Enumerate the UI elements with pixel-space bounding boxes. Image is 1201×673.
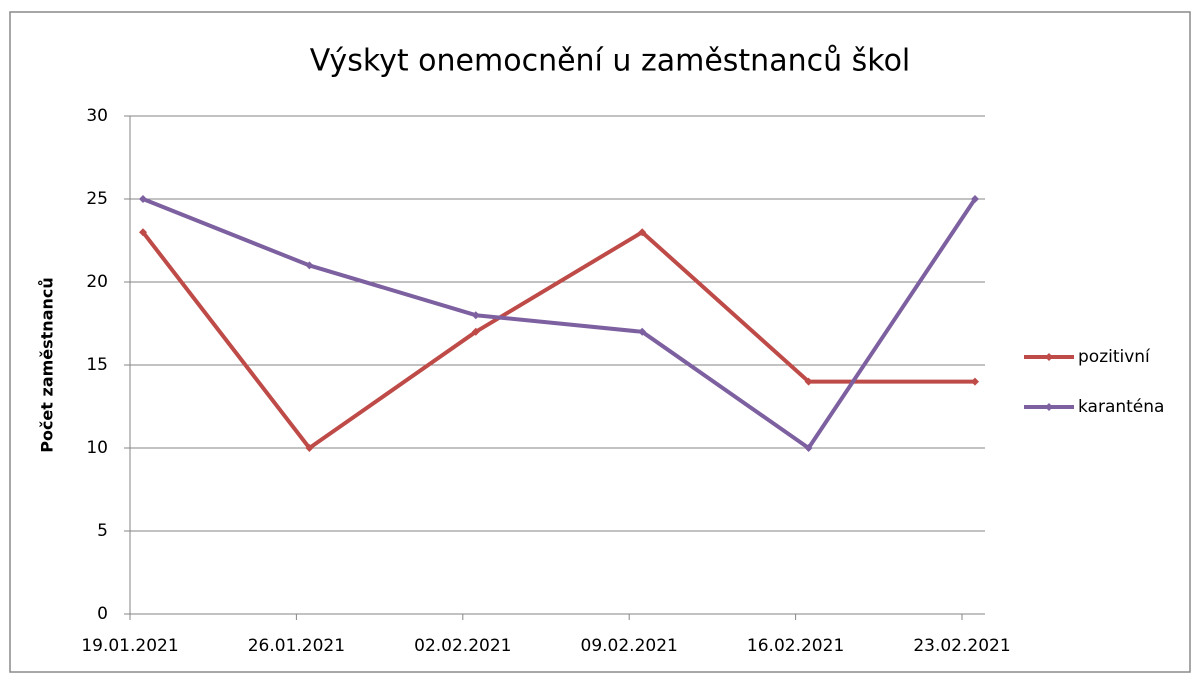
x-tick-label: 19.01.2021 (81, 636, 178, 656)
y-tick-label: 30 (86, 106, 108, 126)
y-tick-label: 15 (86, 355, 108, 375)
marker (139, 228, 147, 237)
y-tick-label: 5 (97, 521, 108, 541)
x-tick-label: 02.02.2021 (414, 636, 511, 656)
y-tick-label: 10 (86, 438, 108, 458)
x-tick-label: 16.02.2021 (747, 636, 844, 656)
marker (471, 311, 480, 320)
marker (804, 444, 813, 452)
legend-label: karanténa (1078, 397, 1164, 417)
chart-frame (9, 11, 1191, 673)
legend-marker (1045, 403, 1053, 411)
series-line (142, 197, 977, 450)
x-tick-label: 26.01.2021 (248, 636, 345, 656)
marker (638, 327, 647, 336)
marker (305, 444, 314, 452)
y-tick-label: 0 (97, 604, 108, 624)
marker (971, 195, 979, 203)
y-tick-label: 20 (86, 272, 108, 292)
marker (471, 327, 480, 336)
legend-marker (1045, 353, 1053, 361)
x-tick-label: 09.02.2021 (581, 636, 678, 656)
chart-title: Výskyt onemocnění u zaměstnanců škol (310, 44, 911, 79)
marker (638, 228, 647, 237)
y-axis-label: Počet zaměstnanců (38, 277, 57, 453)
series-line (141, 230, 975, 450)
x-tick-label: 23.02.2021 (913, 636, 1010, 656)
y-tick-label: 25 (86, 189, 108, 209)
marker (139, 195, 147, 203)
marker (804, 377, 813, 386)
marker (971, 377, 979, 386)
legend-label: pozitivní (1078, 347, 1151, 367)
marker (305, 261, 314, 270)
